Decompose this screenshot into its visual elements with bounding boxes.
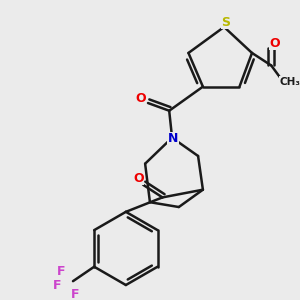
Text: O: O — [135, 92, 146, 105]
Text: CH₃: CH₃ — [279, 77, 300, 87]
Text: O: O — [133, 172, 144, 184]
Text: N: N — [168, 132, 178, 145]
Text: F: F — [71, 288, 79, 300]
Text: F: F — [53, 280, 62, 292]
Text: S: S — [221, 16, 230, 28]
Text: F: F — [57, 265, 66, 278]
Text: O: O — [270, 37, 280, 50]
